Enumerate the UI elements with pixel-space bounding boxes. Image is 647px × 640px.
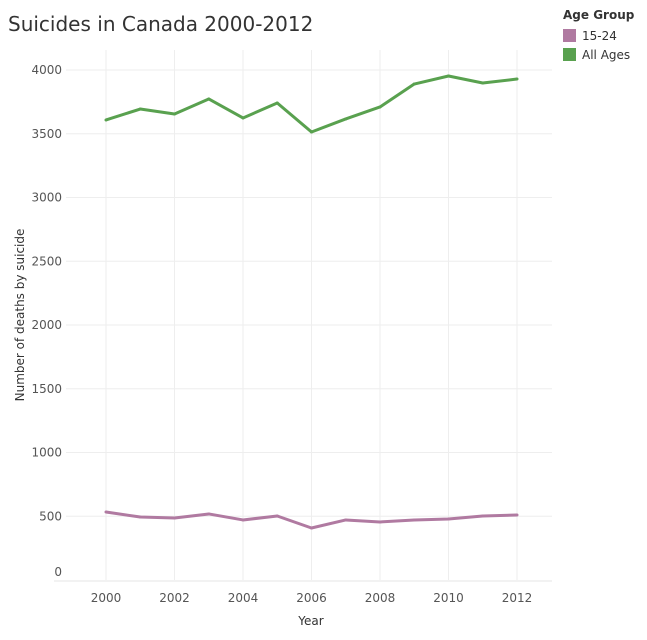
legend: Age Group 15-24 All Ages [563, 8, 634, 64]
legend-title: Age Group [563, 8, 635, 22]
y-tick-label: 1000 [31, 446, 62, 460]
y-tick-label: 4000 [31, 63, 62, 77]
x-axis-title: Year [297, 614, 323, 628]
data-point [173, 516, 176, 520]
data-point [344, 518, 348, 522]
data-point [412, 518, 416, 522]
data-point [207, 512, 211, 516]
y-tick-label: 1500 [31, 382, 62, 396]
legend-label: 15-24 [582, 28, 617, 43]
x-tick-label: 2004 [228, 591, 259, 605]
data-point [138, 515, 142, 519]
legend-label: All Ages [582, 47, 631, 62]
data-point [104, 510, 108, 514]
data-point [275, 101, 279, 105]
legend-swatch [563, 48, 576, 61]
chart-title: Suicides in Canada 2000-2012 [8, 12, 314, 36]
data-point [515, 77, 519, 81]
y-tick-label: 2500 [31, 254, 62, 268]
legend-item-15-24[interactable]: 15-24 [563, 26, 634, 45]
x-tick-label: 2000 [91, 591, 122, 605]
data-point [515, 513, 519, 517]
x-tick-label: 2010 [433, 591, 464, 605]
data-point [481, 81, 485, 85]
y-tick-label: 2000 [31, 318, 62, 332]
data-point [412, 82, 416, 86]
x-tick-label: 2008 [365, 591, 396, 605]
x-tick-label: 2006 [296, 591, 327, 605]
data-point [378, 520, 382, 524]
x-tick-label: 2012 [502, 591, 533, 605]
data-point [138, 107, 142, 111]
y-axis-title: Number of deaths by suicide [13, 229, 27, 402]
data-point [173, 112, 176, 116]
data-point [310, 526, 313, 530]
x-tick-label: 2002 [159, 591, 190, 605]
data-point [378, 105, 382, 109]
data-point [310, 130, 313, 134]
y-tick-label: 500 [39, 509, 62, 523]
data-point [344, 117, 348, 121]
legend-swatch [563, 29, 576, 42]
y-tick-label: 0 [54, 565, 62, 579]
y-tick-label: 3500 [31, 127, 62, 141]
data-point [241, 518, 245, 522]
data-point [447, 517, 450, 521]
data-point [275, 514, 279, 518]
data-point [447, 74, 450, 78]
data-point [241, 116, 245, 120]
data-point [481, 514, 485, 518]
y-tick-label: 3000 [31, 191, 62, 205]
data-point [104, 118, 108, 122]
legend-item-all-ages[interactable]: All Ages [563, 45, 634, 64]
data-point [207, 97, 211, 101]
